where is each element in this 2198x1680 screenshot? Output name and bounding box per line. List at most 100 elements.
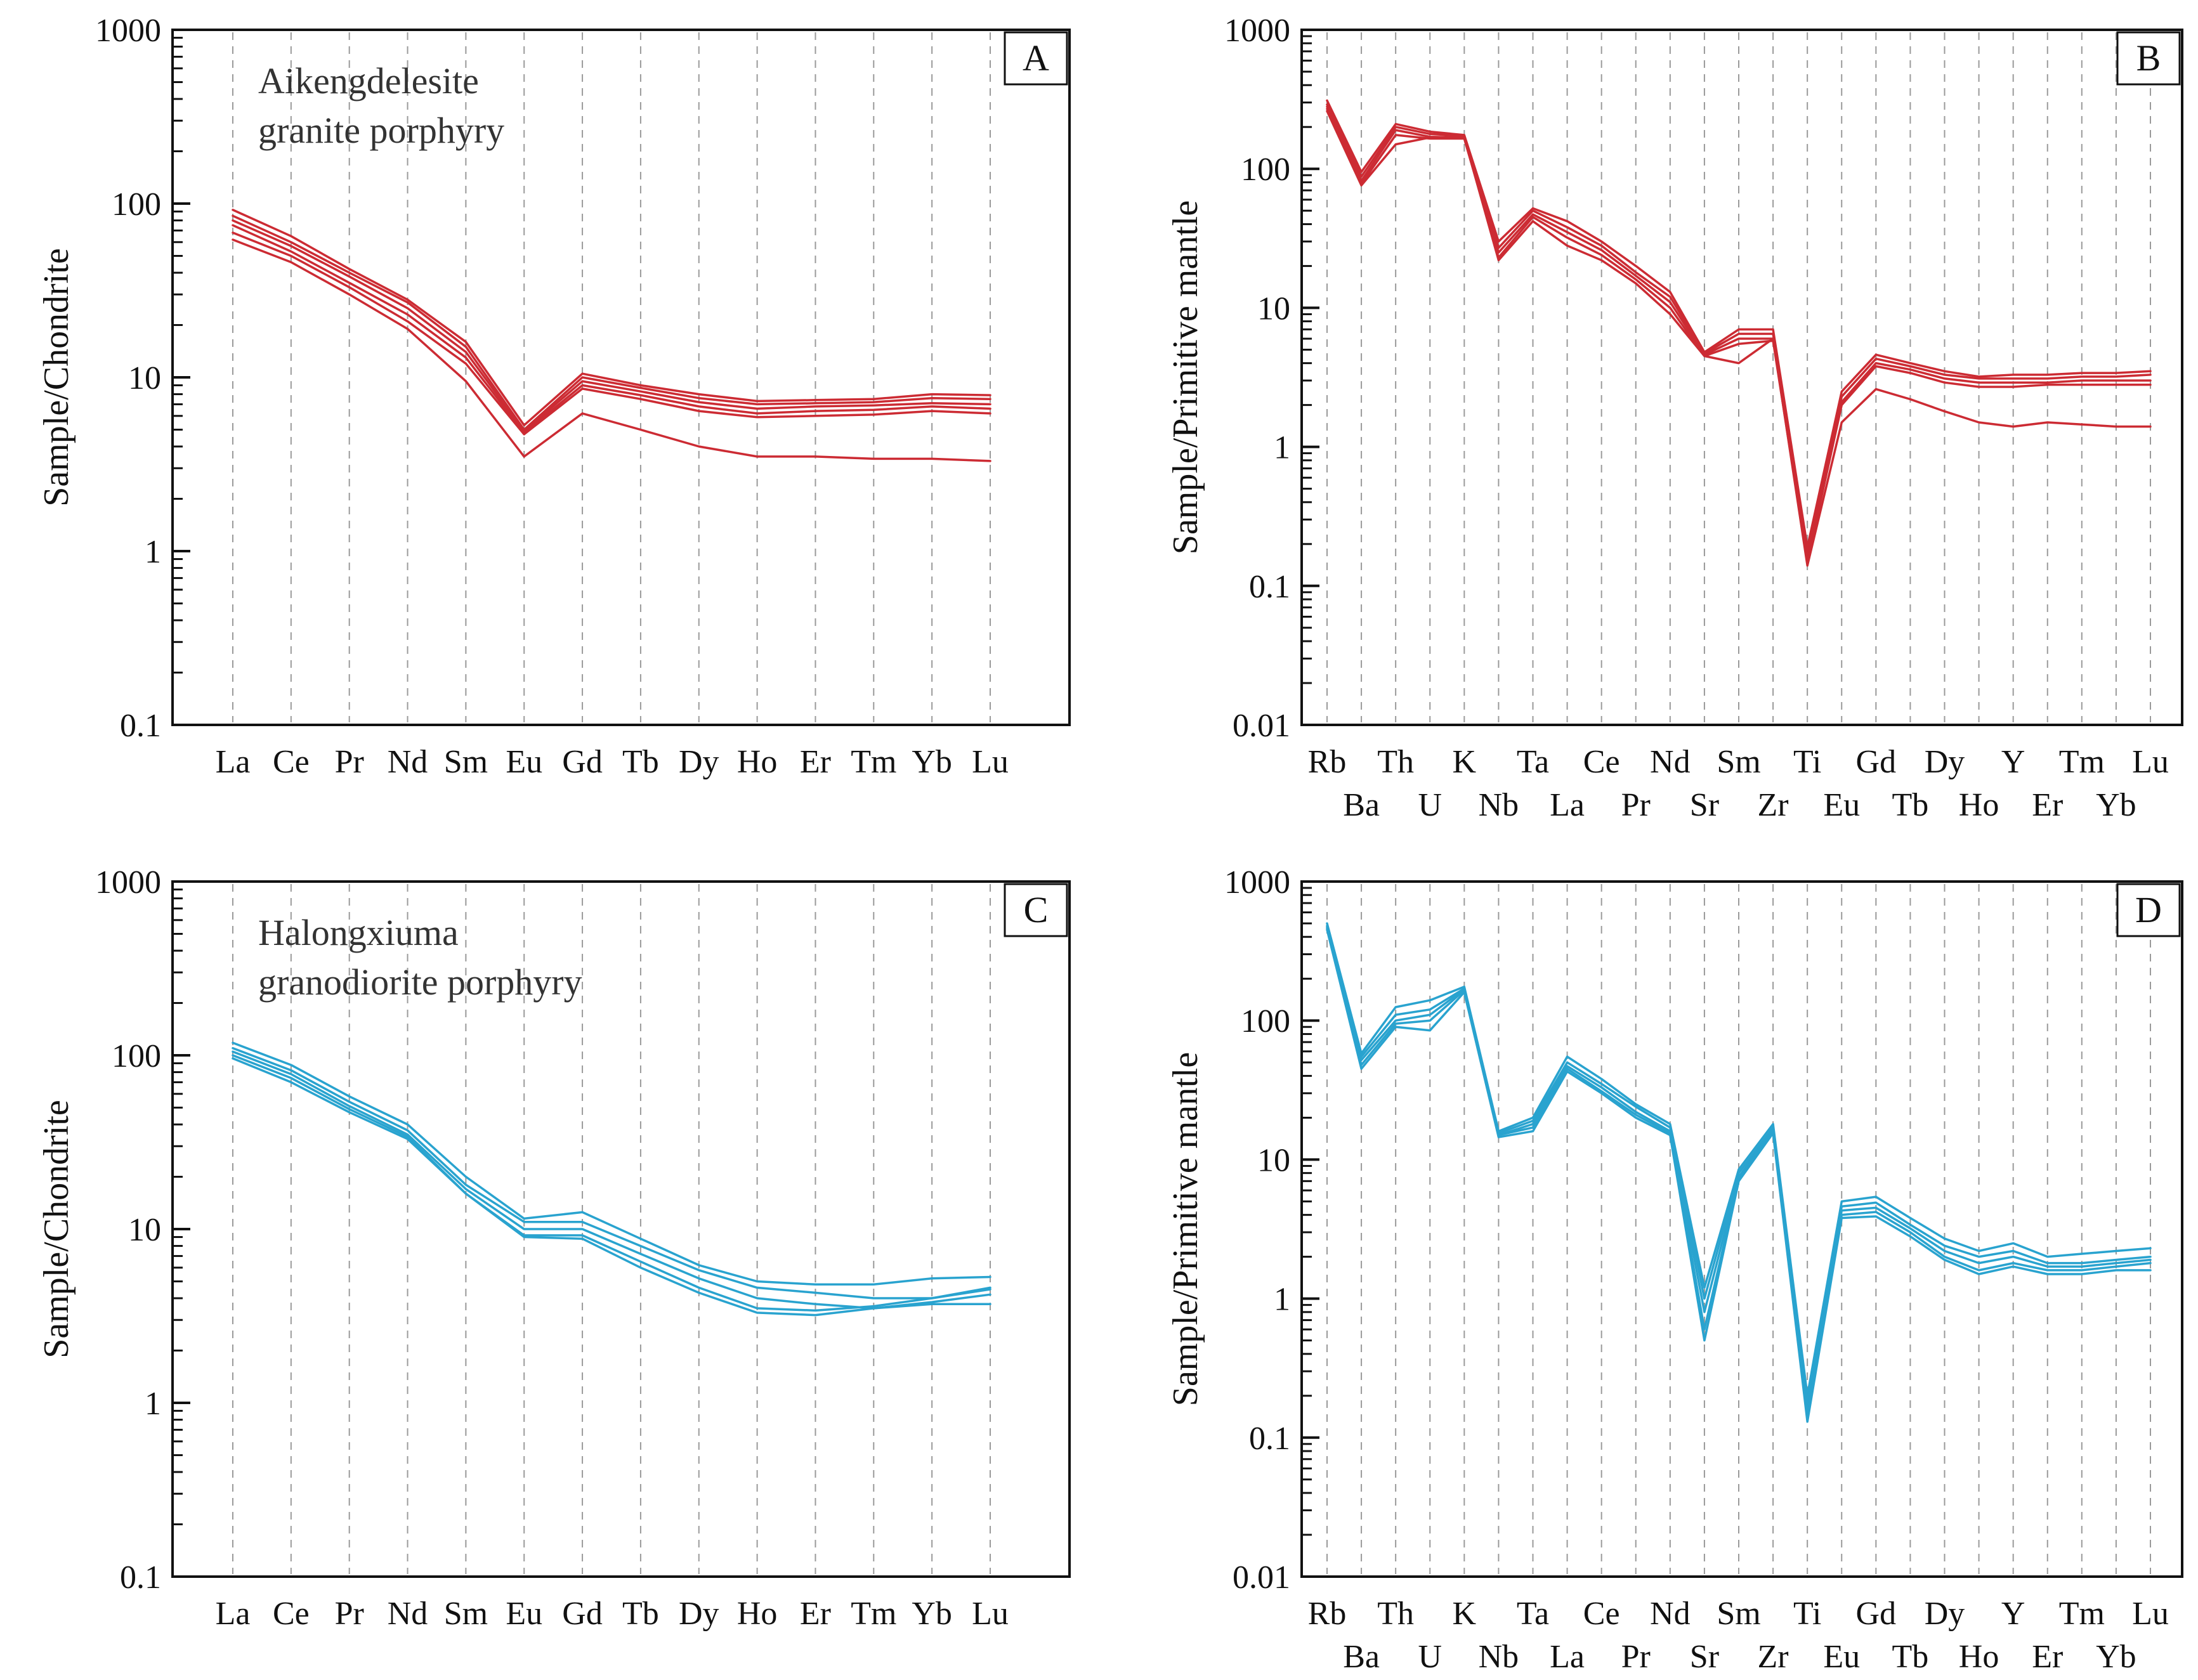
- x-tick-label: Rb: [1308, 1596, 1347, 1632]
- y-axis-title: Sample/Primitive mantle: [1166, 200, 1205, 554]
- y-tick-label: 100: [112, 1038, 161, 1074]
- y-tick-label: 1000: [95, 864, 161, 901]
- x-tick-label: Ho: [737, 744, 778, 780]
- y-axis-title: Sample/Chondrite: [37, 248, 76, 507]
- series-line-5: [232, 1057, 991, 1317]
- x-tick-label: Eu: [1823, 1639, 1860, 1675]
- y-tick-label: 1: [145, 534, 161, 570]
- y-tick-label: 10: [128, 1212, 161, 1248]
- series-line-1: [1326, 922, 2152, 1397]
- chart-panel-b: 1000 100 10 1 0.1 0.01 Sample/Primitive mantle…: [1166, 13, 2183, 823]
- sample-annotation: Halongxiuma: [258, 912, 459, 953]
- x-tick-label: Tm: [2059, 1596, 2105, 1632]
- x-tick-label: Pr: [1621, 787, 1651, 823]
- x-tick-label: Sr: [1690, 787, 1719, 823]
- x-tick-label: La: [216, 744, 251, 780]
- x-tick-label: Dy: [1925, 1596, 1965, 1632]
- y-tick-label: 1000: [95, 13, 161, 49]
- y-tick-label: 10: [1257, 290, 1290, 327]
- y-tick-label: 10: [1257, 1142, 1290, 1178]
- x-tick-label: Sm: [444, 1596, 488, 1632]
- x-tick-label: La: [216, 1596, 251, 1632]
- x-tick-label: Rb: [1308, 744, 1347, 780]
- x-tick-label: Er: [2032, 1639, 2063, 1675]
- panel-letter-box: [2116, 883, 2181, 937]
- x-tick-label: Ti: [1793, 1596, 1821, 1632]
- x-tick-label: Nd: [1650, 1596, 1691, 1632]
- plot-frame: [1300, 29, 2183, 726]
- x-tick-label: Nd: [388, 1596, 428, 1632]
- x-tick-label: Er: [800, 744, 831, 780]
- series-line-2: [232, 214, 991, 431]
- series-line-3: [232, 1050, 991, 1310]
- x-tick-label: Eu: [1823, 787, 1860, 823]
- x-tick-label: Gd: [1856, 744, 1897, 780]
- series-line-1: [232, 209, 991, 427]
- x-tick-label: Tb: [1892, 1639, 1929, 1675]
- y-tick-label: 0.01: [1233, 1560, 1290, 1596]
- x-tick-label: Sm: [1717, 1596, 1760, 1632]
- x-tick-label: Th: [1377, 744, 1414, 780]
- x-tick-label: Tm: [851, 744, 896, 780]
- x-tick-label: Tb: [622, 744, 659, 780]
- x-tick-label: Eu: [506, 744, 542, 780]
- series-line-5: [1326, 110, 2152, 567]
- x-tick-label: Yb: [2096, 1639, 2136, 1675]
- x-tick-label: Nd: [1650, 744, 1691, 780]
- x-tick-label: Lu: [2132, 744, 2169, 780]
- series-line-1: [232, 1041, 991, 1286]
- x-tick-label: Lu: [2132, 1596, 2169, 1632]
- y-tick-label: 1: [1274, 430, 1290, 466]
- x-tick-label: Zr: [1758, 787, 1789, 823]
- x-tick-label: Gd: [562, 1596, 603, 1632]
- x-tick-label: Yb: [912, 744, 952, 780]
- x-tick-label: U: [1418, 1639, 1442, 1675]
- panel-letter-box: [1004, 883, 1068, 937]
- x-tick-label: Gd: [562, 744, 603, 780]
- y-tick-label: 1: [145, 1386, 161, 1422]
- x-tick-label: Ta: [1517, 1596, 1549, 1632]
- x-tick-label: Nd: [388, 744, 428, 780]
- y-tick-label: 0.01: [1233, 708, 1290, 744]
- series-line-2: [1326, 103, 2152, 556]
- x-tick-label: Er: [800, 1596, 831, 1632]
- x-tick-label: La: [1550, 787, 1585, 823]
- chart-panel-d: 1000 100 10 1 0.1 0.01 Sample/Primitive mantle…: [1166, 864, 2183, 1675]
- x-tick-label: Nb: [1479, 787, 1519, 823]
- plot-frame: [1300, 880, 2183, 1578]
- x-tick-label: U: [1418, 787, 1442, 823]
- chart-panel-a: 1000 100 10 1 0.1 Sample/Chondrite La Ce Pr Nd Sm E…: [37, 13, 1071, 780]
- y-tick-label: 0.1: [120, 1560, 161, 1596]
- panel-letter-box: [1004, 31, 1068, 86]
- x-tick-label: Pr: [1621, 1639, 1651, 1675]
- y-tick-label: 1000: [1224, 864, 1290, 901]
- x-tick-label: Ho: [737, 1596, 778, 1632]
- series-line-2: [232, 1046, 991, 1299]
- x-tick-label: Zr: [1758, 1639, 1789, 1675]
- y-axis-title: Sample/Chondrite: [37, 1100, 76, 1358]
- x-tick-label: Tb: [622, 1596, 659, 1632]
- x-tick-label: Ce: [273, 1596, 310, 1632]
- x-tick-label: La: [1550, 1639, 1585, 1675]
- series-line-4: [232, 224, 991, 434]
- x-tick-label: Tb: [1892, 787, 1929, 823]
- x-tick-label: Ce: [1583, 1596, 1620, 1632]
- y-tick-label: 0.1: [1249, 569, 1290, 605]
- y-tick-label: 100: [1241, 1003, 1290, 1039]
- x-tick-label: Sr: [1690, 1639, 1719, 1675]
- x-tick-label: Sm: [444, 744, 488, 780]
- panel-letter: B: [2136, 37, 2161, 79]
- x-tick-label: K: [1453, 1596, 1477, 1632]
- sample-annotation: granodiorite porphyry: [258, 961, 582, 1003]
- sample-annotation: granite porphyry: [258, 110, 504, 151]
- x-tick-label: Eu: [506, 1596, 542, 1632]
- x-tick-label: Dy: [679, 744, 719, 780]
- x-tick-label: Ce: [1583, 744, 1620, 780]
- x-tick-label: Th: [1377, 1596, 1414, 1632]
- series-line-5: [232, 231, 991, 436]
- series-line-6: [232, 238, 991, 462]
- x-tick-label: Lu: [972, 1596, 1009, 1632]
- x-tick-label: Pr: [335, 1596, 364, 1632]
- x-tick-label: Ho: [1959, 787, 1999, 823]
